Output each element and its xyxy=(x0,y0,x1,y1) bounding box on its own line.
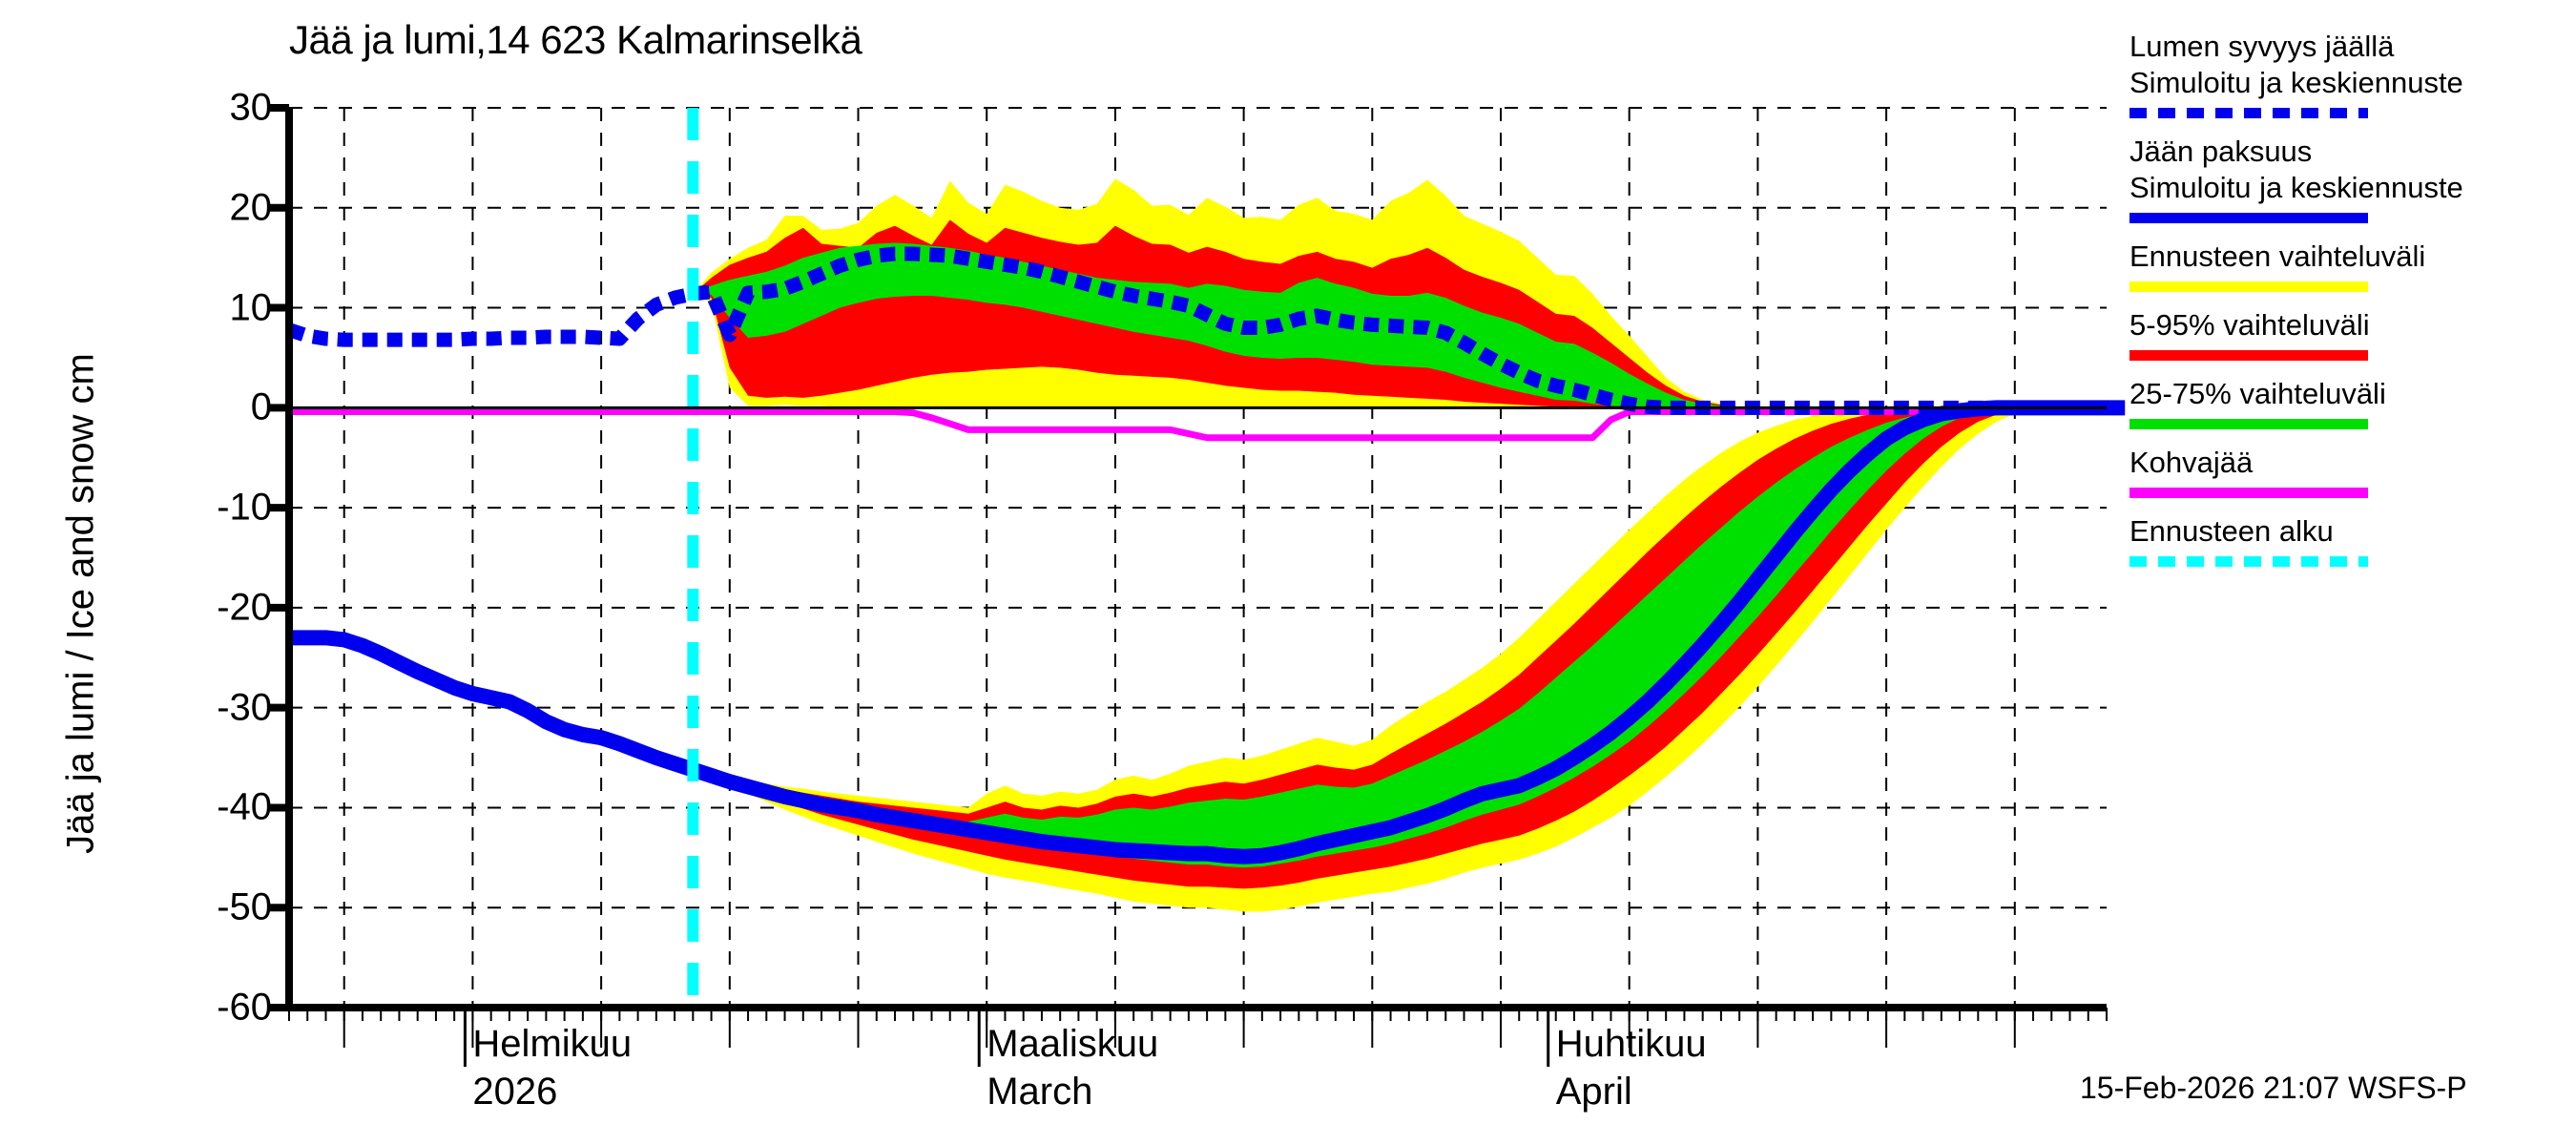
x-axis-month-en: 2026 xyxy=(472,1071,558,1113)
y-tick-label: -60 xyxy=(217,986,272,1029)
legend-item-swatch xyxy=(2129,488,2368,498)
legend-item: Ennusteen vaihteluväli xyxy=(2129,239,2576,292)
x-axis-month-fi: Helmikuu xyxy=(472,1023,633,1065)
x-axis-month-fi: Maaliskuu xyxy=(987,1023,1159,1065)
legend-item-title: Jään paksuus xyxy=(2129,135,2313,168)
legend-item-title: Lumen syvyys jäällä xyxy=(2129,30,2395,63)
legend-item-title: Ennusteen alku xyxy=(2129,514,2334,548)
legend-item: Jään paksuus Simuloitu ja keskiennuste xyxy=(2129,134,2576,223)
page-title: Jää ja lumi,14 623 Kalmarinselkä xyxy=(289,17,862,62)
legend-item-swatch xyxy=(2129,350,2368,361)
legend-item: Kohvajää xyxy=(2129,445,2576,498)
chart-legend: Lumen syvyys jäällä Simuloitu ja keskienn… xyxy=(2129,29,2576,582)
legend-item-swatch xyxy=(2129,281,2368,292)
footer-timestamp: 15-Feb-2026 21:07 WSFS-P xyxy=(2080,1071,2467,1105)
y-tick-label: -20 xyxy=(217,586,272,629)
legend-item-swatch xyxy=(2129,108,2368,118)
y-tick-label: 10 xyxy=(229,286,273,329)
y-tick-label: -30 xyxy=(217,686,272,729)
y-axis-ticks: 30 20 10 0 -10 -20 -30 -40 -50 -60 xyxy=(0,0,272,1145)
y-tick-label: 30 xyxy=(229,86,273,129)
x-axis-month-fi: Huhtikuu xyxy=(1555,1023,1707,1065)
legend-item: 5-95% vaihteluväli xyxy=(2129,307,2576,361)
legend-item-swatch xyxy=(2129,213,2368,223)
legend-item-subtitle: Simuloitu ja keskiennuste xyxy=(2129,66,2463,99)
legend-item-swatch xyxy=(2129,556,2368,567)
line-ice-thickness xyxy=(289,400,2126,864)
legend-item-title: 5-95% vaihteluväli xyxy=(2129,308,2370,342)
legend-item: Ennusteen alku xyxy=(2129,513,2576,567)
legend-item-title: Ennusteen vaihteluväli xyxy=(2129,239,2426,273)
legend-item-title: Kohvajää xyxy=(2129,446,2254,479)
legend-item-swatch xyxy=(2129,419,2368,429)
y-tick-label: -10 xyxy=(217,486,272,529)
x-axis-month-en: April xyxy=(1555,1071,1632,1113)
y-tick-label: -40 xyxy=(217,785,272,828)
y-tick-label: 0 xyxy=(250,385,272,428)
legend-item-title: 25-75% vaihteluväli xyxy=(2129,377,2386,410)
legend-item-subtitle: Simuloitu ja keskiennuste xyxy=(2129,171,2463,204)
x-axis-month-en: March xyxy=(987,1071,1093,1113)
y-tick-label: -50 xyxy=(217,885,272,928)
legend-item: Lumen syvyys jäällä Simuloitu ja keskienn… xyxy=(2129,29,2576,118)
legend-item: 25-75% vaihteluväli xyxy=(2129,376,2576,429)
y-tick-label: 20 xyxy=(229,186,273,229)
